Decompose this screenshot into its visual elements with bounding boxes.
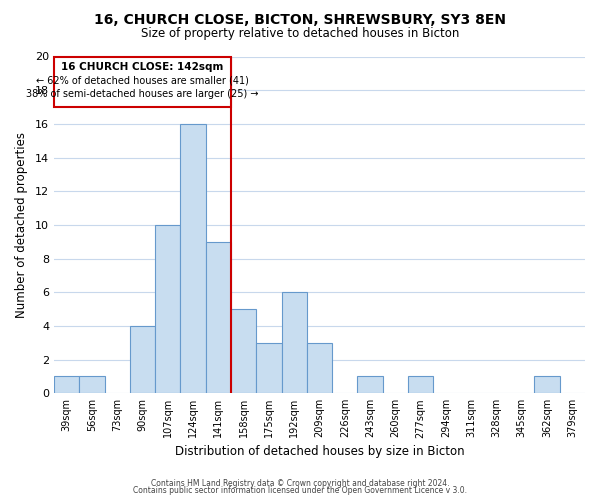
Bar — [408, 376, 433, 393]
Text: 38% of semi-detached houses are larger (25) →: 38% of semi-detached houses are larger (… — [26, 90, 259, 100]
Text: 16, CHURCH CLOSE, BICTON, SHREWSBURY, SY3 8EN: 16, CHURCH CLOSE, BICTON, SHREWSBURY, SY… — [94, 12, 506, 26]
Bar — [155, 225, 181, 393]
Bar — [358, 376, 383, 393]
Text: ← 62% of detached houses are smaller (41): ← 62% of detached houses are smaller (41… — [36, 76, 249, 86]
Y-axis label: Number of detached properties: Number of detached properties — [15, 132, 28, 318]
Text: Contains public sector information licensed under the Open Government Licence v : Contains public sector information licen… — [133, 486, 467, 495]
Bar — [130, 326, 155, 393]
Text: Size of property relative to detached houses in Bicton: Size of property relative to detached ho… — [141, 28, 459, 40]
FancyBboxPatch shape — [54, 56, 231, 107]
Bar — [281, 292, 307, 393]
Text: 16 CHURCH CLOSE: 142sqm: 16 CHURCH CLOSE: 142sqm — [61, 62, 224, 72]
Bar — [79, 376, 104, 393]
Bar — [535, 376, 560, 393]
Bar — [206, 242, 231, 393]
Bar — [54, 376, 79, 393]
Bar — [181, 124, 206, 393]
Bar — [256, 342, 281, 393]
Bar — [307, 342, 332, 393]
Text: Contains HM Land Registry data © Crown copyright and database right 2024.: Contains HM Land Registry data © Crown c… — [151, 478, 449, 488]
Bar — [231, 309, 256, 393]
X-axis label: Distribution of detached houses by size in Bicton: Distribution of detached houses by size … — [175, 444, 464, 458]
